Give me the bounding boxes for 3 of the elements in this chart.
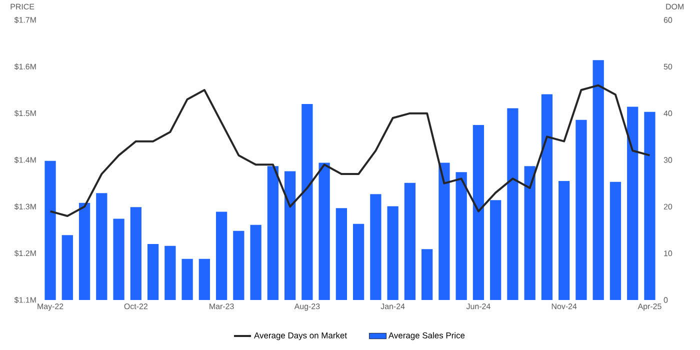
legend-label: Average Days on Market [254, 332, 347, 340]
line-series [49, 84, 651, 217]
legend-label: Average Sales Price [388, 332, 465, 340]
